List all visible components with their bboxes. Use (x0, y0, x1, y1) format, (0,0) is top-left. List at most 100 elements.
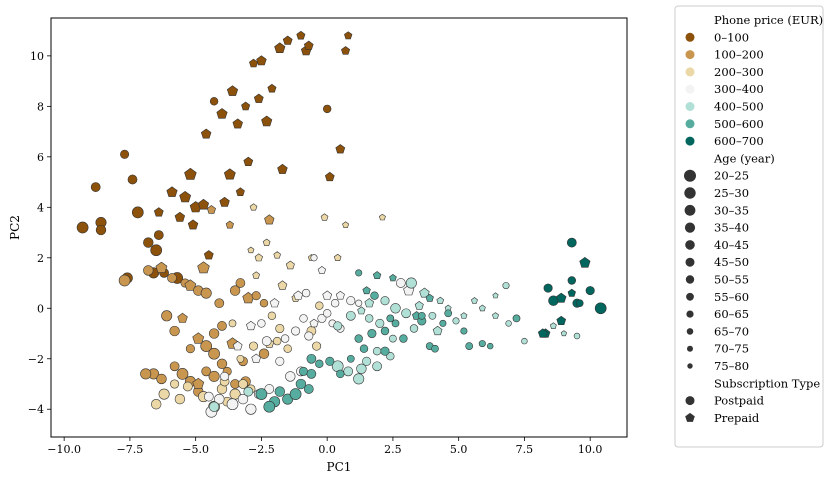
legend-entry-label: 600–700 (714, 134, 764, 148)
data-point (295, 378, 307, 390)
data-point (304, 331, 314, 341)
data-point (401, 308, 411, 319)
legend-color-marker (685, 84, 695, 94)
data-point (414, 301, 424, 310)
y-tick-label: 8 (37, 100, 44, 113)
data-point (118, 274, 131, 287)
data-point (322, 290, 333, 300)
data-point (432, 325, 443, 336)
data-point (419, 287, 430, 298)
data-point (237, 393, 249, 405)
data-point (543, 283, 553, 293)
data-point (492, 312, 499, 319)
data-point (223, 168, 236, 180)
legend-subscription-title: Subscription Type (714, 376, 820, 390)
data-point (249, 58, 259, 68)
data-point (280, 334, 290, 343)
data-point (444, 309, 453, 318)
data-point (208, 401, 220, 412)
data-point (267, 83, 277, 93)
data-point (537, 328, 548, 338)
data-point (274, 386, 285, 397)
data-point (208, 328, 220, 339)
data-point (179, 191, 192, 203)
legend-entry-label: 65–70 (714, 324, 749, 338)
data-point (359, 344, 369, 353)
data-point (248, 341, 259, 351)
data-point (208, 347, 220, 360)
data-point (289, 388, 302, 400)
data-point (277, 163, 288, 174)
data-point (184, 167, 197, 180)
data-point (226, 85, 239, 96)
x-tick-label: −2.5 (248, 443, 275, 456)
data-point (283, 344, 292, 353)
data-point (225, 220, 234, 229)
data-point (296, 30, 306, 40)
data-point (452, 317, 460, 325)
data-point (269, 298, 280, 308)
legend-color-marker (685, 136, 695, 146)
data-point (298, 366, 309, 376)
data-point (357, 306, 366, 315)
data-point (277, 280, 288, 290)
data-point (161, 310, 173, 322)
data-point (258, 348, 270, 359)
legend-entry-label: 100–200 (714, 48, 764, 62)
data-point (245, 403, 257, 415)
data-point (343, 366, 354, 377)
data-point (167, 273, 177, 283)
data-point (335, 144, 346, 154)
data-point (323, 104, 332, 114)
data-point (214, 393, 225, 405)
data-point (229, 285, 241, 296)
data-point (255, 388, 268, 400)
data-point (585, 286, 595, 296)
data-point (232, 341, 243, 351)
data-point (344, 31, 353, 40)
data-point (174, 393, 186, 405)
legend-size-marker (686, 310, 694, 318)
data-point (153, 207, 164, 217)
data-point (200, 340, 213, 352)
data-point (380, 346, 390, 356)
legend-size-marker (685, 240, 695, 250)
data-point (235, 278, 246, 288)
data-point (263, 400, 276, 413)
legend-entry-label: Postpaid (714, 394, 765, 408)
data-point (354, 334, 363, 343)
data-point (273, 336, 282, 346)
data-point (375, 318, 385, 328)
data-point (217, 321, 227, 331)
legend-price-title: Phone price (EUR) (714, 13, 823, 27)
data-point (417, 311, 426, 320)
legend-entry-label: 400–500 (714, 100, 764, 114)
legend-entry-label: 200–300 (714, 65, 764, 79)
data-point (197, 198, 210, 210)
data-point (512, 314, 521, 323)
data-point (273, 251, 281, 259)
data-point (254, 253, 263, 262)
data-point (153, 230, 164, 240)
data-point (90, 182, 101, 192)
data-point (127, 174, 138, 185)
data-point (465, 342, 474, 350)
x-tick-label: −10.0 (47, 443, 81, 456)
legend-entry-label: 75–80 (714, 359, 749, 373)
data-point (521, 337, 528, 345)
data-point (370, 291, 379, 300)
data-point (241, 101, 251, 111)
data-point (243, 386, 254, 397)
data-point (256, 55, 267, 66)
legend-entry-label: 500–600 (714, 117, 764, 131)
data-point (262, 238, 271, 246)
data-point (293, 290, 304, 300)
data-point (386, 314, 395, 323)
y-tick-label: 0 (37, 302, 44, 315)
data-point (169, 361, 180, 372)
data-point (320, 213, 329, 221)
data-point (140, 368, 152, 380)
data-point (95, 224, 107, 236)
data-point (389, 274, 397, 282)
data-point (201, 366, 212, 377)
